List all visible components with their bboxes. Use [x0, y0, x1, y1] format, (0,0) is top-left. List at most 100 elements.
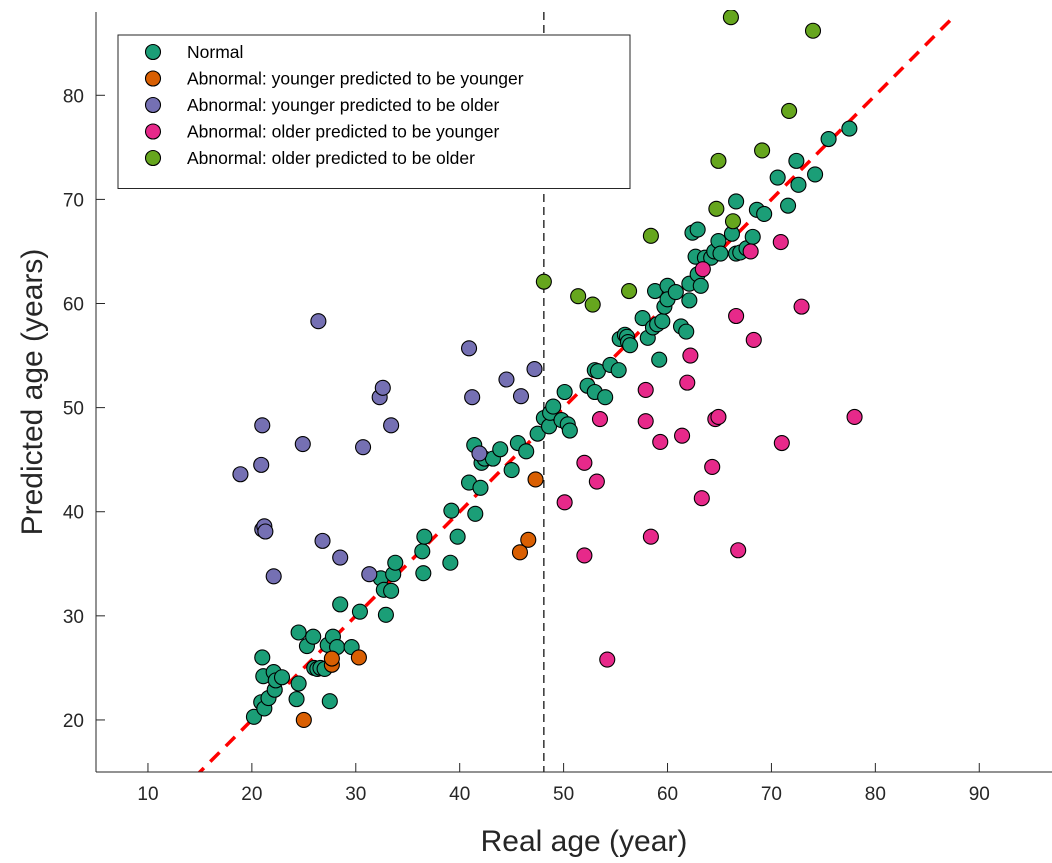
x-tick-label: 30 — [345, 784, 366, 805]
data-point — [361, 566, 378, 583]
data-point — [820, 130, 837, 148]
data-point — [387, 554, 404, 571]
data-point — [728, 193, 745, 210]
legend-box — [117, 34, 631, 189]
legend-marker — [144, 43, 162, 61]
data-point — [642, 528, 659, 545]
data-point — [561, 422, 578, 439]
x-tick-label: 10 — [137, 784, 158, 805]
plot-area — [197, 10, 955, 772]
data-point — [807, 166, 824, 183]
data-point — [355, 439, 372, 456]
data-point — [692, 277, 709, 294]
data-point — [621, 282, 638, 300]
data-point — [471, 445, 488, 462]
data-point — [290, 675, 307, 692]
legend-entry-label: Abnormal: younger predicted to be younge… — [187, 69, 524, 89]
data-point — [654, 313, 671, 330]
x-axis-title: Real age (year) — [481, 825, 688, 858]
data-point — [527, 471, 544, 488]
y-tick-label: 60 — [63, 295, 84, 316]
series-4-points — [535, 10, 822, 313]
series-1-points — [295, 471, 544, 728]
legend-marker — [144, 96, 162, 114]
x-tick-label: 50 — [553, 784, 574, 805]
data-point — [772, 234, 789, 251]
data-point — [314, 532, 331, 549]
x-tick-label: 40 — [449, 784, 470, 805]
data-point — [708, 200, 725, 217]
data-point — [637, 381, 654, 398]
series-3-points — [556, 234, 863, 668]
data-point — [443, 502, 460, 519]
data-point — [780, 197, 797, 214]
data-point — [545, 398, 562, 415]
data-point — [332, 596, 349, 613]
data-point — [724, 213, 742, 230]
data-point — [667, 284, 684, 301]
y-tick-label: 30 — [63, 607, 84, 628]
legend-entry-label: Abnormal: older predicted to be younger — [187, 122, 499, 142]
data-point — [377, 606, 394, 623]
data-point — [290, 624, 307, 641]
data-point — [383, 417, 400, 434]
legend-marker — [144, 149, 162, 167]
data-point — [742, 243, 759, 260]
data-point — [744, 228, 761, 245]
data-point — [383, 582, 400, 599]
data-point — [597, 389, 614, 406]
data-point — [503, 462, 520, 479]
data-point — [374, 379, 391, 396]
data-point — [295, 711, 312, 728]
data-point — [710, 408, 727, 426]
data-point — [756, 205, 773, 223]
data-point — [556, 383, 573, 401]
x-tick-label: 80 — [865, 784, 886, 805]
y-tick-label: 80 — [63, 86, 84, 107]
data-point — [310, 313, 327, 330]
data-point — [588, 473, 605, 490]
x-tick-label: 90 — [969, 784, 990, 805]
data-point — [518, 443, 535, 460]
x-tick-label: 20 — [241, 784, 262, 805]
data-point — [305, 628, 322, 645]
data-point — [350, 649, 367, 666]
data-point — [591, 411, 609, 428]
legend-marker — [144, 70, 162, 87]
data-point — [651, 351, 668, 368]
data-point — [679, 374, 696, 391]
x-tick-label: 60 — [657, 784, 678, 805]
data-point — [529, 425, 546, 442]
data-point — [642, 227, 659, 244]
data-point — [754, 142, 771, 159]
y-axis-title: Predicted age (years) — [16, 249, 49, 536]
data-point — [492, 441, 509, 458]
x-tick-label: 70 — [761, 784, 782, 805]
identity-line — [197, 15, 955, 772]
data-point — [689, 221, 706, 238]
data-point — [257, 523, 274, 540]
data-point — [610, 362, 627, 379]
legend-entry-label: Abnormal: older predicted to be older — [187, 148, 475, 168]
data-point — [634, 310, 651, 327]
data-point — [512, 388, 530, 405]
data-point — [769, 169, 786, 186]
data-point — [678, 323, 695, 340]
data-point — [294, 436, 311, 453]
axes: 10 20 30 40 50 60 70 80 90 20 30 40 50 60 70 80 — [63, 12, 1052, 805]
data-point — [682, 347, 699, 364]
data-point — [442, 554, 459, 571]
data-point — [321, 693, 338, 710]
data-point — [804, 22, 822, 39]
y-tick-label: 50 — [63, 399, 84, 420]
data-point — [584, 296, 601, 313]
data-point — [722, 10, 739, 26]
data-point — [781, 102, 798, 119]
data-point — [556, 494, 573, 511]
data-point — [323, 650, 340, 667]
data-point — [652, 433, 669, 451]
legend-entry-label: Abnormal: younger predicted to be older — [187, 95, 499, 115]
series-0-points — [245, 120, 858, 725]
y-tick-label: 20 — [63, 711, 84, 732]
data-point — [704, 458, 721, 476]
